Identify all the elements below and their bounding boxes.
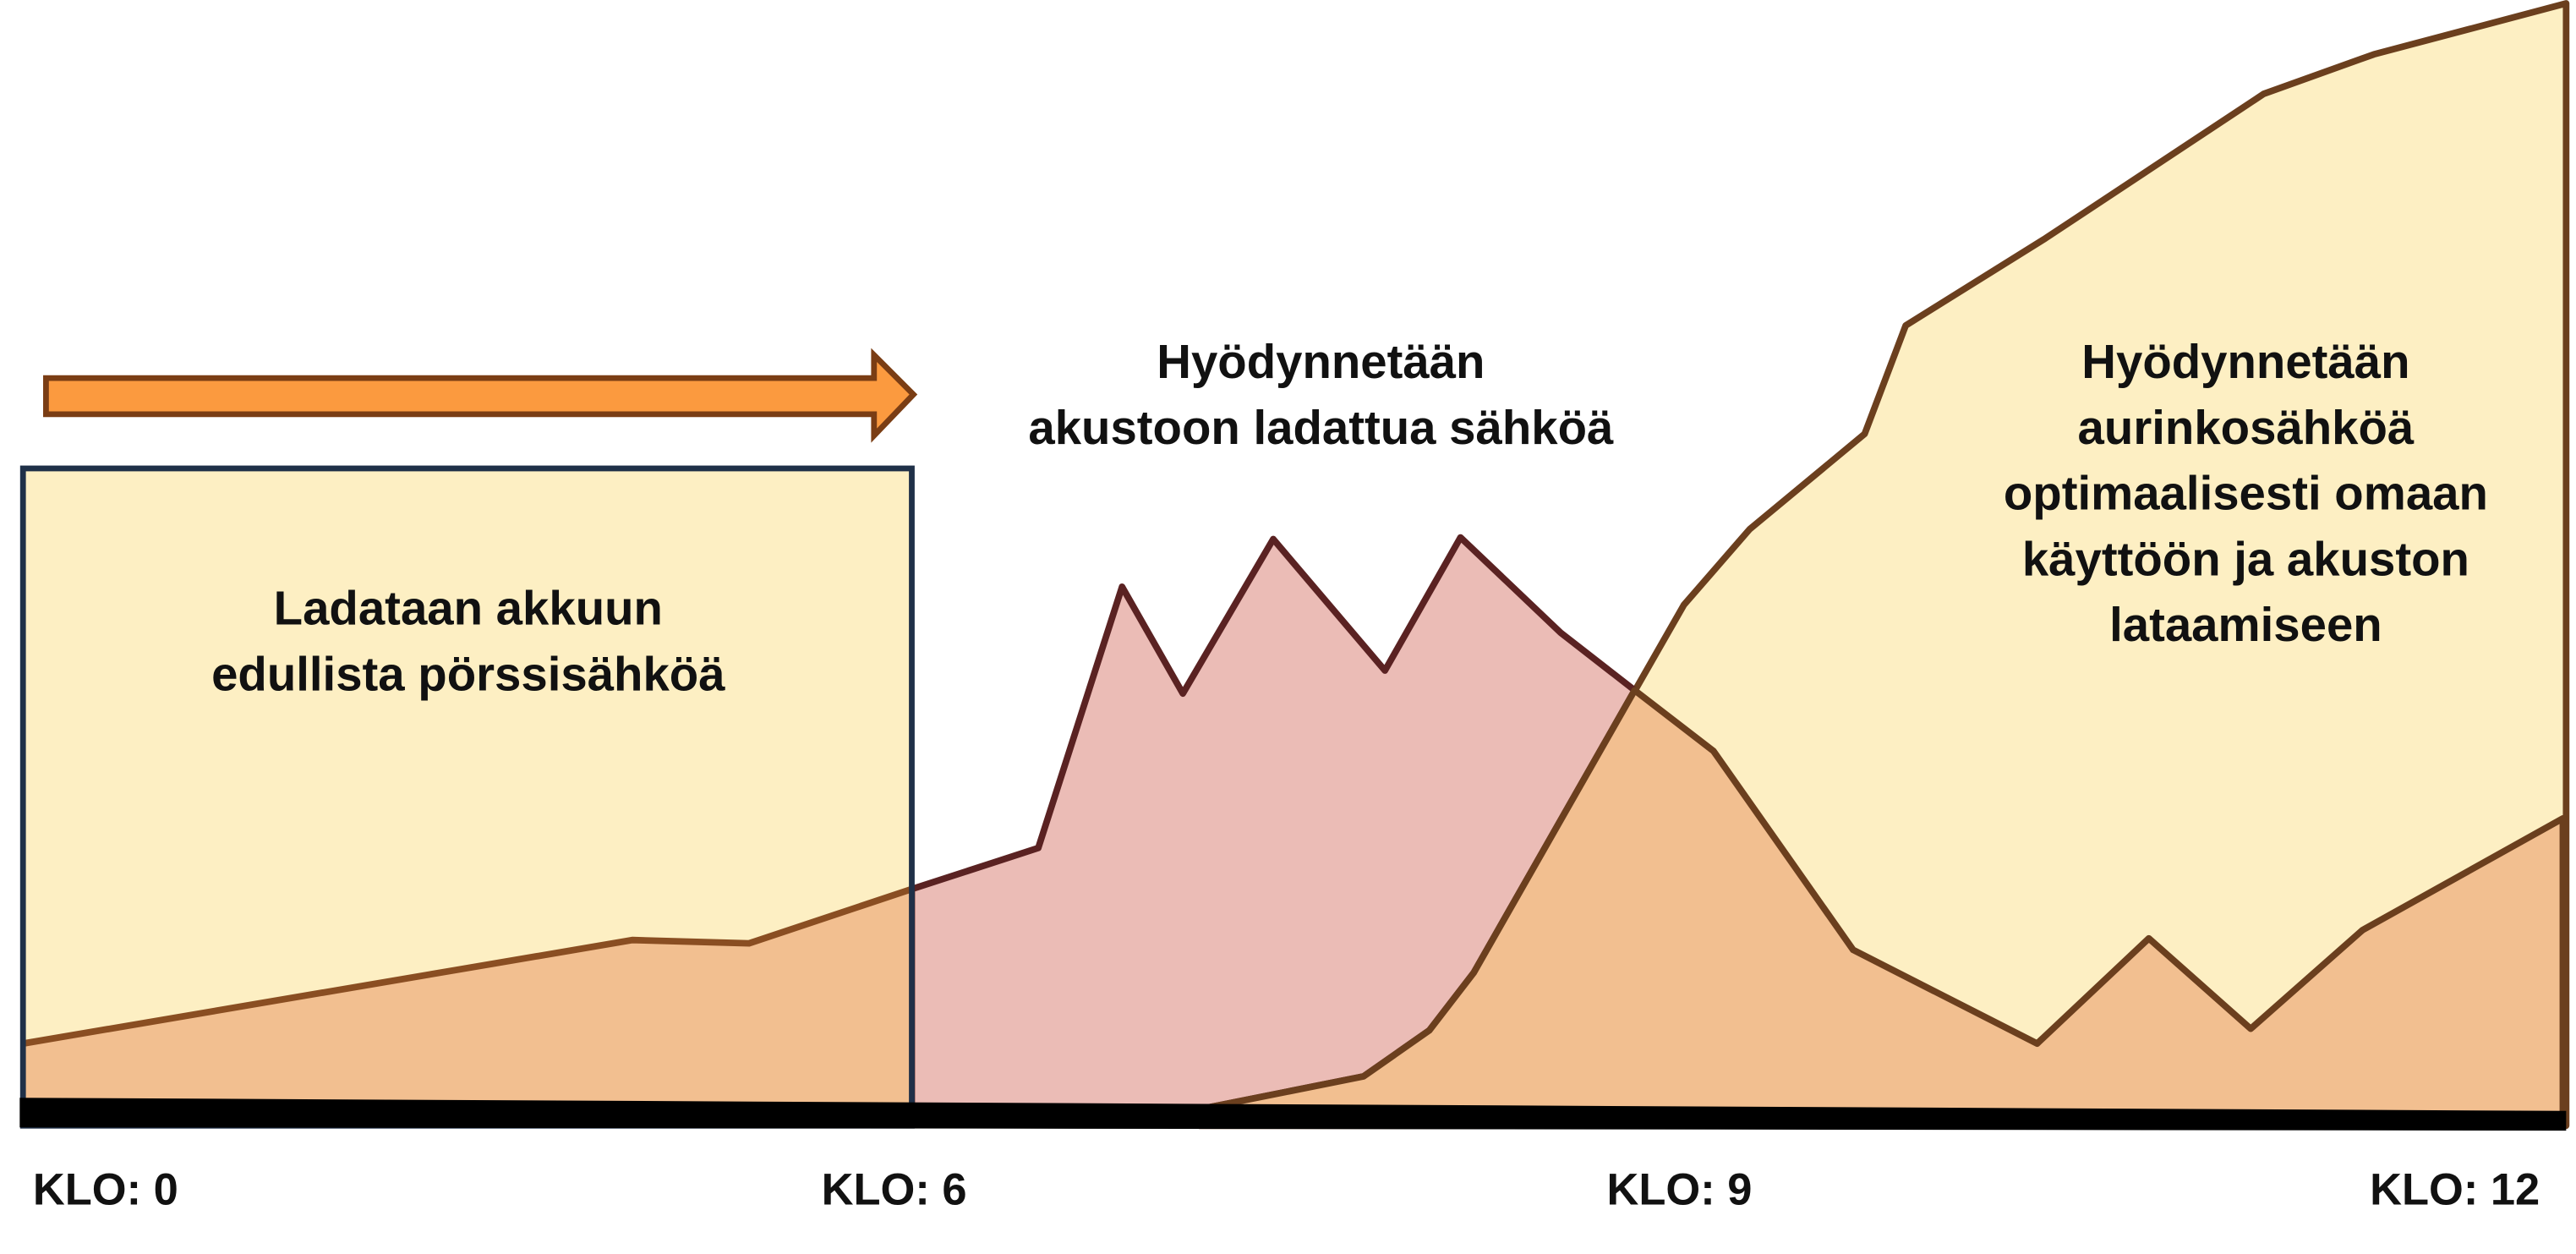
texts: Hyödynnetään akustoon ladattua sähköä Hyöd… [33, 335, 2540, 1214]
consumption-right [1195, 687, 2567, 1130]
solar-text: aurinkosähköä [2078, 401, 2415, 454]
time-label: KLO: 0 [33, 1166, 178, 1215]
baseline [19, 1098, 2567, 1131]
consumption-left-line [22, 885, 913, 1047]
charge-text: Ladataan akkuun [274, 582, 663, 635]
charge-text: edullista pörssisähköä [211, 647, 725, 700]
arrow [43, 348, 918, 443]
shapes [19, 0, 2570, 1131]
solar-text: lataamiseen [2109, 598, 2382, 651]
consumption-left [23, 889, 912, 1126]
battery-text: akustoon ladattua sähköä [1028, 401, 1614, 454]
time-label: KLO: 9 [1606, 1166, 1752, 1215]
solar-text: optimaalisesti omaan [2004, 467, 2488, 520]
time-label: KLO: 6 [822, 1166, 967, 1215]
time-label: KLO: 12 [2370, 1166, 2540, 1215]
solar-text: Hyödynnetään [2081, 335, 2409, 388]
solar-text: käyttöön ja akuston [2022, 532, 2469, 585]
battery-text: Hyödynnetään [1157, 335, 1485, 388]
